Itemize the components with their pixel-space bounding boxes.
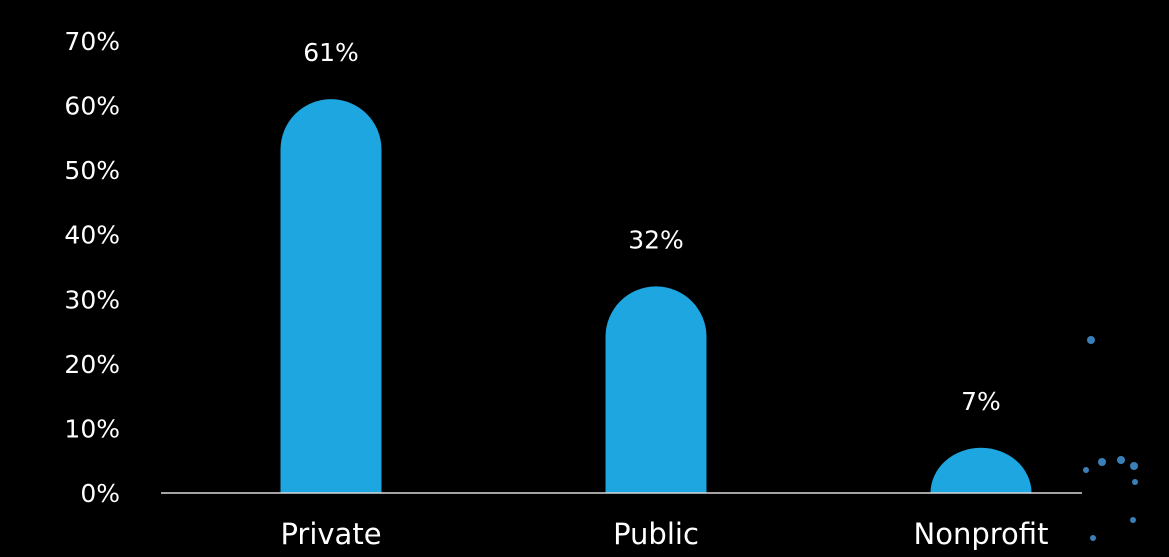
bubble-decoration [1087, 336, 1095, 344]
y-tick-label: 40% [64, 221, 120, 250]
bubble-decoration [1132, 479, 1138, 485]
bubble-decoration [1130, 462, 1138, 470]
bar-public [605, 286, 707, 493]
y-tick-label: 50% [64, 156, 120, 185]
category-labels-group: Private Public Nonprofit [280, 517, 1048, 551]
bubble-decoration [1117, 456, 1125, 464]
y-tick-label: 60% [64, 92, 120, 121]
y-tick-label: 30% [64, 285, 120, 314]
data-label: 32% [628, 225, 684, 254]
y-tick-label: 10% [64, 414, 120, 443]
background-bubbles [1083, 336, 1138, 541]
bubble-decoration [1090, 535, 1096, 541]
bar-nonprofit [930, 447, 1032, 493]
bubble-decoration [1098, 458, 1106, 466]
category-label: Nonprofit [914, 517, 1049, 551]
y-tick-label: 0% [80, 479, 120, 508]
data-label: 7% [961, 387, 1001, 416]
bubble-decoration [1130, 517, 1136, 523]
y-tick-label: 20% [64, 350, 120, 379]
category-label: Private [280, 517, 381, 551]
bars-group [280, 99, 1032, 493]
bar-private [280, 99, 382, 493]
category-label: Public [613, 517, 699, 551]
y-axis-ticks: 0% 10% 20% 30% 40% 50% 60% 70% [64, 27, 120, 508]
y-tick-label: 70% [64, 27, 120, 56]
data-label: 61% [303, 38, 359, 67]
data-labels-group: 61% 32% 7% [303, 38, 1001, 416]
bubble-decoration [1083, 467, 1089, 473]
